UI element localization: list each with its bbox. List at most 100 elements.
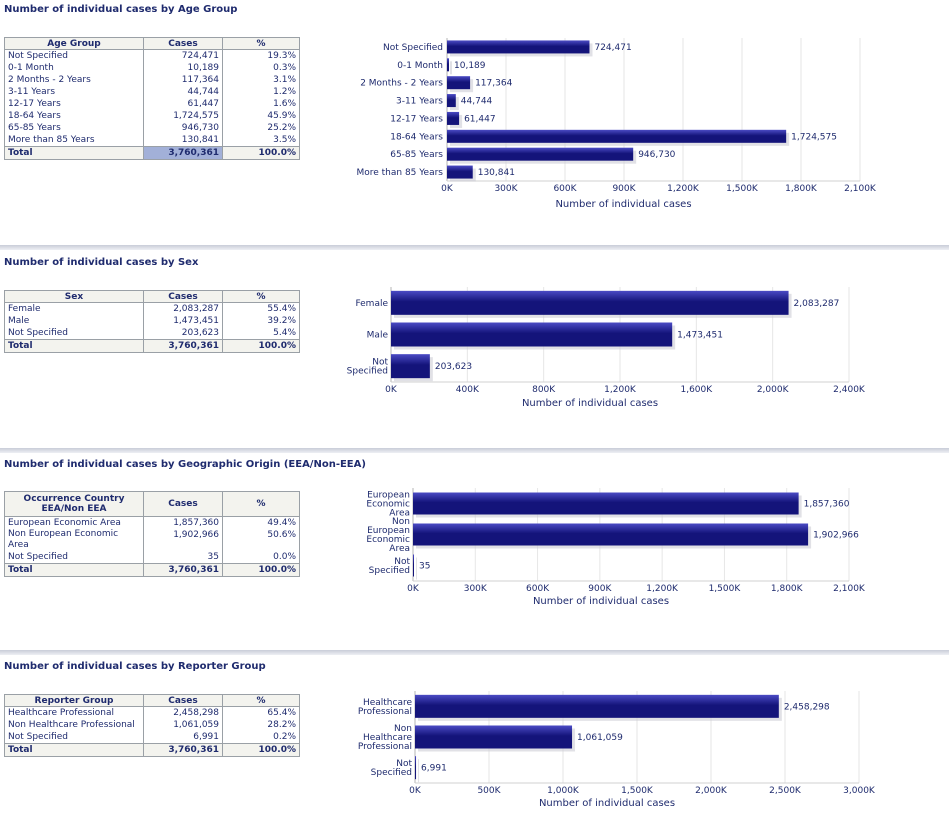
row-percent: 55.4% xyxy=(222,302,300,315)
bar xyxy=(413,523,809,546)
bar xyxy=(447,76,471,90)
section-title: Number of individual cases by Sex xyxy=(4,257,199,268)
category-label: Not xyxy=(372,358,388,368)
row-percent: 45.9% xyxy=(222,110,300,122)
reporter-group-table: Reporter Group Cases % Healthcare Profes… xyxy=(4,694,300,757)
x-tick-label: 900K xyxy=(612,184,636,194)
table-header-cases[interactable]: Cases xyxy=(143,290,223,303)
bar xyxy=(413,492,799,515)
table-header-percent[interactable]: % xyxy=(222,491,300,517)
sex-section: Number of individual cases by Sex Sex Ca… xyxy=(0,253,949,448)
total-percent: 100.0% xyxy=(222,563,300,577)
category-label: Not Specified xyxy=(383,43,443,53)
bar xyxy=(447,129,787,143)
category-label: Professional xyxy=(358,707,412,717)
table-row: More than 85 Years 130,841 3.5% xyxy=(4,134,300,147)
table-row: Male 1,473,451 39.2% xyxy=(4,315,300,327)
x-tick-label: 800K xyxy=(532,385,556,395)
data-label: 724,471 xyxy=(594,43,631,53)
table-total-row: Total 3,760,361 100.0% xyxy=(4,563,300,577)
total-cases: 3,760,361 xyxy=(143,339,223,353)
x-axis-title: Number of individual cases xyxy=(533,596,669,607)
table-header-category[interactable]: Reporter Group xyxy=(4,694,144,707)
x-axis-title: Number of individual cases xyxy=(555,199,691,210)
section-divider xyxy=(0,245,949,250)
section-divider xyxy=(0,650,949,655)
data-label: 1,473,451 xyxy=(677,331,723,341)
x-tick-label: 600K xyxy=(553,184,577,194)
row-percent: 49.4% xyxy=(222,516,300,529)
table-header-cases[interactable]: Cases xyxy=(143,694,223,707)
category-label: Non xyxy=(394,724,412,734)
table-row: 0-1 Month 10,189 0.3% xyxy=(4,62,300,74)
x-tick-label: 300K xyxy=(464,584,488,594)
table-header-cases[interactable]: Cases xyxy=(143,491,223,517)
table-header-percent[interactable]: % xyxy=(222,37,300,50)
x-tick-label: 2,500K xyxy=(769,786,802,796)
table-row: Not Specified 724,471 19.3% xyxy=(4,49,300,62)
geographic-origin-section: Number of individual cases by Geographic… xyxy=(0,455,949,650)
data-label: 1,061,059 xyxy=(577,733,623,743)
bar xyxy=(447,58,450,72)
table-row: 2 Months - 2 Years 117,364 3.1% xyxy=(4,74,300,86)
bar xyxy=(447,147,634,161)
category-label: 2 Months - 2 Years xyxy=(360,79,443,89)
age-group-bar-chart: 0K 300K 600K 900K 1,200K 1,500K 1,800K 2,100K 72… xyxy=(356,38,877,210)
table-header-category[interactable]: Occurrence Country EEA/Non EEA xyxy=(4,491,144,517)
category-label: European xyxy=(367,491,410,501)
table-header-percent[interactable]: % xyxy=(222,694,300,707)
table-total-row: Total 3,760,361 100.0% xyxy=(4,146,300,160)
bar xyxy=(415,694,779,718)
x-tick-label: 400K xyxy=(456,385,480,395)
x-tick-label: 500K xyxy=(477,786,501,796)
data-label: 1,724,575 xyxy=(791,132,837,142)
table-header-cases[interactable]: Cases xyxy=(143,37,223,50)
bar xyxy=(391,290,789,315)
x-tick-label: 0K xyxy=(441,184,454,194)
row-percent: 50.6% xyxy=(222,529,300,551)
total-label: Total xyxy=(4,743,144,757)
table-row: Not Specified 203,623 5.4% xyxy=(4,327,300,340)
x-axis-title: Number of individual cases xyxy=(522,398,658,409)
bar xyxy=(447,165,473,179)
table-header-percent[interactable]: % xyxy=(222,290,300,303)
table-row: Healthcare Professional 2,458,298 65.4% xyxy=(4,706,300,719)
total-percent: 100.0% xyxy=(222,743,300,757)
table-header-category[interactable]: Sex xyxy=(4,290,144,303)
total-label: Total xyxy=(4,339,144,353)
total-percent: 100.0% xyxy=(222,146,300,160)
row-percent: 3.5% xyxy=(222,134,300,147)
row-percent: 1.6% xyxy=(222,98,300,110)
x-tick-label: 1,500K xyxy=(621,786,654,796)
x-tick-label: 2,000K xyxy=(757,385,790,395)
section-title: Number of individual cases by Age Group xyxy=(4,4,238,15)
table-row: 12-17 Years 61,447 1.6% xyxy=(4,98,300,110)
row-percent: 39.2% xyxy=(222,315,300,327)
section-title: Number of individual cases by Reporter G… xyxy=(4,661,266,672)
section-title: Number of individual cases by Geographic… xyxy=(4,459,366,470)
bar xyxy=(415,725,573,749)
data-label: 1,857,360 xyxy=(804,500,850,510)
category-label: 3-11 Years xyxy=(396,97,443,107)
table-header-category[interactable]: Age Group xyxy=(4,37,144,50)
data-label: 946,730 xyxy=(638,150,675,160)
x-tick-label: 1,200K xyxy=(604,385,637,395)
table-row: Not Specified 6,991 0.2% xyxy=(4,731,300,744)
data-label: 6,991 xyxy=(421,764,447,774)
row-percent: 0.0% xyxy=(222,551,300,564)
data-label: 130,841 xyxy=(478,168,515,178)
bar xyxy=(391,322,673,347)
category-label: More than 85 Years xyxy=(356,168,443,178)
x-tick-label: 600K xyxy=(526,584,550,594)
table-row: Non European Economic Area 1,902,966 50.6% xyxy=(4,529,300,551)
row-percent: 1.2% xyxy=(222,86,300,98)
table-row: 3-11 Years 44,744 1.2% xyxy=(4,86,300,98)
data-label: 35 xyxy=(419,562,430,572)
table-row: Female 2,083,287 55.4% xyxy=(4,302,300,315)
table-row: European Economic Area 1,857,360 49.4% xyxy=(4,516,300,529)
row-percent: 65.4% xyxy=(222,706,300,719)
table-row: Non Healthcare Professional 1,061,059 28.2… xyxy=(4,719,300,731)
data-label: 44,744 xyxy=(461,97,493,107)
x-tick-label: 900K xyxy=(588,584,612,594)
data-label: 1,902,966 xyxy=(813,531,859,541)
